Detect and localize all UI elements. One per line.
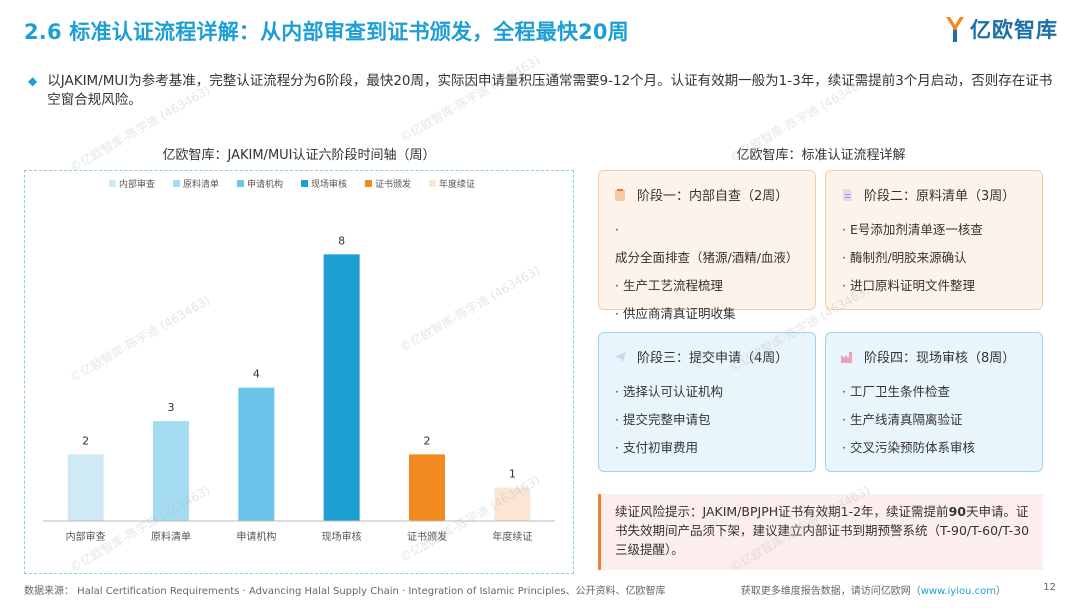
logo: 亿欧智库: [944, 14, 1058, 44]
diamond-bullet-icon: ◆: [28, 74, 38, 88]
document-icon: [843, 188, 852, 201]
category-label: 年度续证: [492, 530, 532, 543]
chart-title: 亿欧智库：JAKIM/MUI认证六阶段时间轴（周）: [162, 148, 436, 163]
footer-link[interactable]: www.iyiou.com: [920, 586, 996, 597]
bar-chart: 内部审查 原料清单 申请机构 现场审核 证书颁发 年度续证 2 内部审查 3 原料清单 4 申请机构 8…: [24, 170, 574, 574]
stage-card-title: 阶段二：原料清单（3周）: [864, 189, 1016, 204]
stage-card-item: · 工厂卫生条件检查: [842, 384, 950, 399]
bar: [323, 254, 360, 521]
stage-card-3: 阶段三：提交申请（4周） · 选择认可认证机构 · 提交完整申请包 · 支付初审…: [598, 332, 816, 472]
bar: [153, 421, 189, 521]
footer-more: 获取更多维度报告数据，请访问亿欧网（www.iyiou.com）: [740, 586, 1006, 597]
legend-swatch: [237, 180, 244, 187]
legend-swatch: [429, 180, 436, 187]
stage-card-item: · 生产工艺流程梳理: [615, 278, 723, 293]
bar-value-label: 4: [253, 368, 260, 381]
bar: [67, 454, 104, 521]
bar-chart-svg: 内部审查 原料清单 申请机构 现场审核 证书颁发 年度续证2内部审查3原料清单4申请机构8…: [43, 178, 555, 543]
legend-label: 内部审查: [119, 178, 155, 190]
category-label: 申请机构: [236, 530, 276, 543]
stage-card-item: · 进口原料证明文件整理: [842, 278, 975, 293]
send-icon: [614, 351, 626, 362]
bar-value-label: 1: [509, 468, 516, 481]
intro-paragraph: ◆ 以JAKIM/MUI为参考基准，完整认证流程分为6阶段，最快20周，实际因申…: [28, 72, 1058, 110]
stage-card-item: · 支付初审费用: [615, 440, 698, 455]
bar-value-label: 8: [338, 234, 345, 247]
stage-card-item: · 酶制剂/明胶来源确认: [842, 250, 967, 265]
bar-value-label: 3: [168, 401, 175, 414]
flow-title: 亿欧智库：标准认证流程详解: [736, 148, 906, 163]
legend-label: 申请机构: [247, 178, 283, 190]
intro-text: 以JAKIM/MUI为参考基准，完整认证流程分为6阶段，最快20周，实际因申请量…: [47, 73, 1053, 108]
bar-value-label: 2: [424, 434, 431, 447]
logo-icon: [946, 17, 964, 42]
legend-label: 现场审核: [311, 178, 347, 190]
page-title: 2.6 标准认证流程详解：从内部审查到证书颁发，全程最快20周: [24, 20, 629, 44]
factory-icon: [841, 351, 852, 363]
legend-label: 证书颁发: [375, 178, 411, 190]
legend-swatch: [109, 180, 116, 187]
legend-label: 年度续证: [439, 178, 475, 190]
legend-swatch: [173, 180, 180, 187]
stage-card-item: · 生产线清真隔离验证: [842, 412, 963, 427]
legend-label: 原料清单: [183, 178, 219, 190]
logo-text: 亿欧智库: [970, 18, 1058, 42]
category-label: 内部审查: [66, 530, 106, 543]
legend-swatch: [365, 180, 372, 187]
bar: [238, 387, 275, 521]
clipboard-icon: [615, 188, 625, 201]
stage-card-item: · 供应商清真证明收集: [615, 306, 736, 321]
data-source: 数据来源： Halal Certification Requirements ·…: [24, 586, 666, 597]
legend-swatch: [301, 180, 308, 187]
stage-card-title: 阶段三：提交申请（4周）: [637, 351, 789, 366]
page-number: 12: [1043, 582, 1056, 593]
stage-card-title: 阶段一：内部自查（2周）: [637, 189, 789, 204]
category-label: 原料清单: [151, 530, 191, 543]
stage-card-item: · 提交完整申请包: [615, 412, 711, 427]
stage-card-item: · E号添加剂清单逐一核查: [842, 222, 983, 237]
stage-card-item: · 选择认可认证机构: [615, 384, 723, 399]
category-label: 证书颁发: [407, 530, 447, 543]
bar: [409, 454, 445, 521]
stage-card-title: 阶段四：现场审核（8周）: [864, 351, 1016, 366]
category-label: 现场审核: [322, 530, 362, 543]
bar: [494, 487, 531, 521]
stage-card-1: 阶段一：内部自查（2周） · 成分全面排查（猪源/酒精/血液） · 生产工艺流程…: [598, 170, 816, 321]
stage-card-item: · 成分全面排查（猪源/酒精/血液）: [615, 222, 799, 265]
stage-card-2: 阶段二：原料清单（3周） · E号添加剂清单逐一核查 · 酶制剂/明胶来源确认 …: [825, 170, 1043, 310]
risk-callout: 续证风险提示：JAKIM/BPJPH证书有效期1-2年，续证需提前90天申请。证…: [598, 494, 1043, 570]
stage-card-4: 阶段四：现场审核（8周） · 工厂卫生条件检查 · 生产线清真隔离验证 · 交叉…: [825, 332, 1043, 472]
bar-value-label: 2: [82, 434, 89, 447]
stage-card-item: · 交叉污染预防体系审核: [842, 440, 975, 455]
